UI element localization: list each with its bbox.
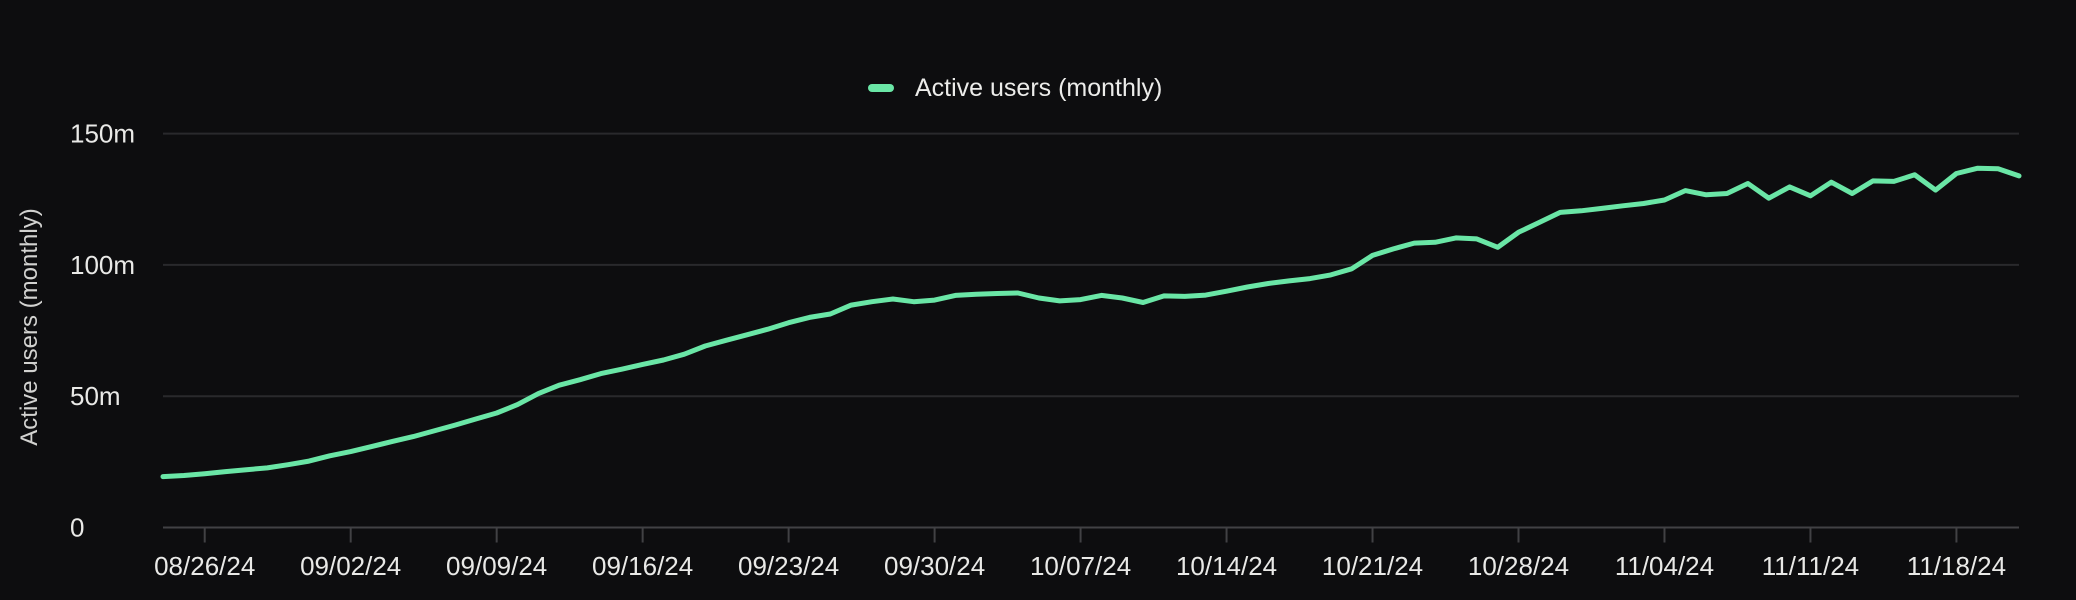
x-tick-label: 09/30/24 <box>884 551 985 581</box>
x-tick-label: 09/09/24 <box>446 551 547 581</box>
x-tick-label: 11/04/24 <box>1615 551 1714 581</box>
x-tick-label: 10/07/24 <box>1030 551 1131 581</box>
legend-label: Active users (monthly) <box>915 74 1163 102</box>
x-tick-label: 09/02/24 <box>300 551 401 581</box>
y-tick-label: 100m <box>70 250 135 280</box>
series-line-active-users[interactable] <box>160 165 2022 480</box>
x-tick-label: 09/16/24 <box>592 551 693 581</box>
x-tick-label: 10/21/24 <box>1322 551 1423 581</box>
legend-line-swatch <box>868 84 894 92</box>
y-tick-label: 150m <box>70 119 135 149</box>
x-tick-label: 10/28/24 <box>1468 551 1569 581</box>
y-tick-label: 0 <box>70 513 84 543</box>
x-tick-label: 08/26/24 <box>154 551 255 581</box>
legend: Active users (monthly) <box>868 74 1162 102</box>
y-tick-label: 50m <box>70 381 121 411</box>
x-tick-label: 11/18/24 <box>1907 551 2006 581</box>
x-tick-label: 09/23/24 <box>738 551 839 581</box>
x-tick-label: 11/11/24 <box>1762 551 1859 581</box>
x-tick-label: 10/14/24 <box>1176 551 1277 581</box>
